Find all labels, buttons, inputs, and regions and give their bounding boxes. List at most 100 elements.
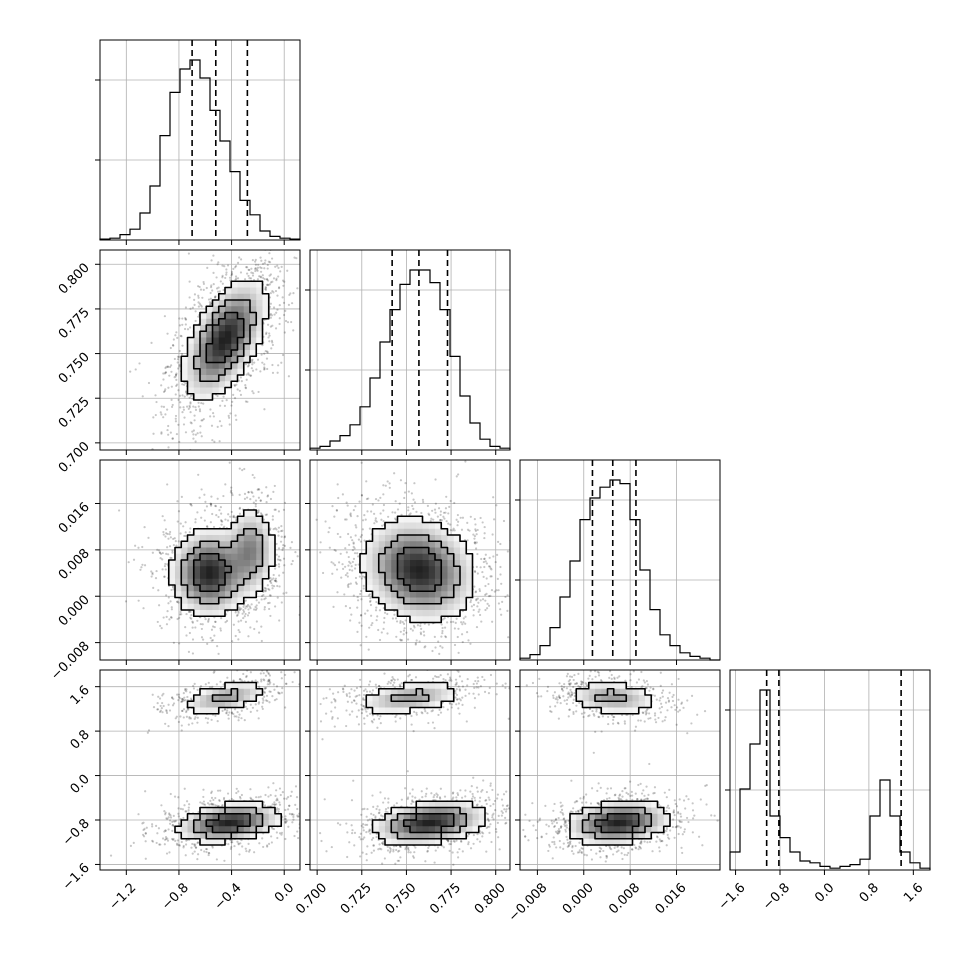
scatter-point: [199, 622, 202, 626]
scatter-point: [168, 374, 171, 377]
scatter-point: [351, 569, 354, 572]
scatter-point: [363, 514, 366, 517]
scatter-point: [439, 513, 442, 516]
scatter-point: [507, 636, 510, 639]
scatter-point: [255, 607, 258, 610]
scatter-point: [418, 640, 421, 643]
scatter-point: [215, 514, 218, 517]
scatter-point: [184, 316, 187, 320]
scatter-point: [282, 508, 286, 511]
density-cell: [231, 585, 238, 592]
density-cell: [218, 368, 226, 376]
density-cell: [262, 293, 270, 301]
density-cell: [403, 560, 411, 567]
scatter-point: [360, 598, 363, 601]
density-cell: [256, 541, 263, 548]
scatter-point: [382, 493, 385, 496]
density-cell: [206, 350, 213, 357]
scatter-point: [455, 617, 458, 620]
scatter-point: [251, 369, 255, 372]
density-cell: [250, 578, 257, 586]
scatter-point: [161, 515, 164, 518]
density-cell: [250, 553, 257, 561]
density-cell: [181, 375, 188, 382]
scatter-point: [403, 627, 406, 630]
density-cell: [218, 541, 226, 548]
density-cell: [397, 528, 405, 536]
scatter-point: [169, 600, 172, 603]
scatter-point: [394, 617, 398, 620]
scatter-point: [480, 557, 483, 561]
scatter-point: [414, 643, 417, 646]
scatter-point: [239, 258, 243, 261]
scatter-point: [188, 610, 191, 613]
scatter-point: [230, 274, 233, 277]
density-cell: [453, 560, 461, 567]
density-cell: [200, 541, 207, 548]
scatter-point: [489, 575, 492, 578]
density-cell: [391, 591, 398, 598]
scatter-point: [159, 557, 162, 560]
scatter-point: [440, 519, 443, 522]
scatter-point: [341, 563, 344, 566]
scatter-point: [243, 467, 246, 471]
scatter-point: [178, 365, 181, 368]
scatter-point: [229, 412, 232, 415]
density-cell: [243, 560, 251, 567]
scatter-point: [374, 517, 377, 520]
density-cell: [206, 528, 213, 536]
scatter-point: [201, 623, 204, 626]
density-cell: [237, 287, 245, 295]
density-cell: [391, 528, 398, 536]
density-cell: [237, 597, 245, 605]
density-cell: [212, 362, 220, 370]
scatter-point: [317, 509, 319, 511]
scatter-point: [230, 489, 233, 492]
scatter-point: [162, 533, 165, 536]
scatter-point: [269, 527, 272, 530]
density-cell: [422, 522, 430, 530]
density-cell: [372, 535, 380, 542]
scatter-point: [337, 496, 340, 500]
scatter-point: [345, 518, 348, 521]
density-cell: [416, 572, 423, 580]
scatter-point: [256, 269, 259, 272]
y-tick-label: 0.800: [56, 261, 93, 298]
scatter-point: [249, 626, 252, 629]
scatter-point: [249, 374, 252, 377]
scatter-point: [192, 405, 195, 408]
scatter-point: [199, 288, 203, 291]
density-cell: [403, 597, 411, 605]
density-cell: [231, 591, 238, 598]
scatter-point: [143, 526, 146, 529]
scatter-point: [432, 518, 435, 521]
density-cell: [262, 572, 270, 580]
scatter-point: [277, 364, 280, 367]
scatter-point: [470, 605, 473, 608]
scatter-point: [212, 415, 215, 418]
scatter-point: [201, 419, 204, 422]
scatter-point: [439, 519, 442, 522]
density-cell: [212, 331, 220, 338]
density-cell: [250, 572, 257, 580]
density-cell: [237, 356, 245, 363]
scatter-point: [180, 613, 183, 616]
scatter-point: [247, 611, 251, 614]
density-cell: [428, 578, 436, 586]
density-cell: [441, 610, 448, 617]
scatter-point: [356, 606, 359, 609]
scatter-point: [164, 371, 167, 374]
scatter-point: [337, 561, 341, 564]
scatter-point: [209, 521, 212, 524]
scatter-point: [190, 617, 193, 620]
scatter-point: [466, 528, 470, 531]
scatter-point: [407, 509, 410, 512]
scatter-point: [169, 530, 172, 534]
scatter-point: [198, 408, 202, 411]
density-cell: [243, 585, 251, 592]
scatter-point: [460, 682, 462, 684]
density-cell: [237, 300, 245, 307]
density-cell: [193, 603, 201, 611]
